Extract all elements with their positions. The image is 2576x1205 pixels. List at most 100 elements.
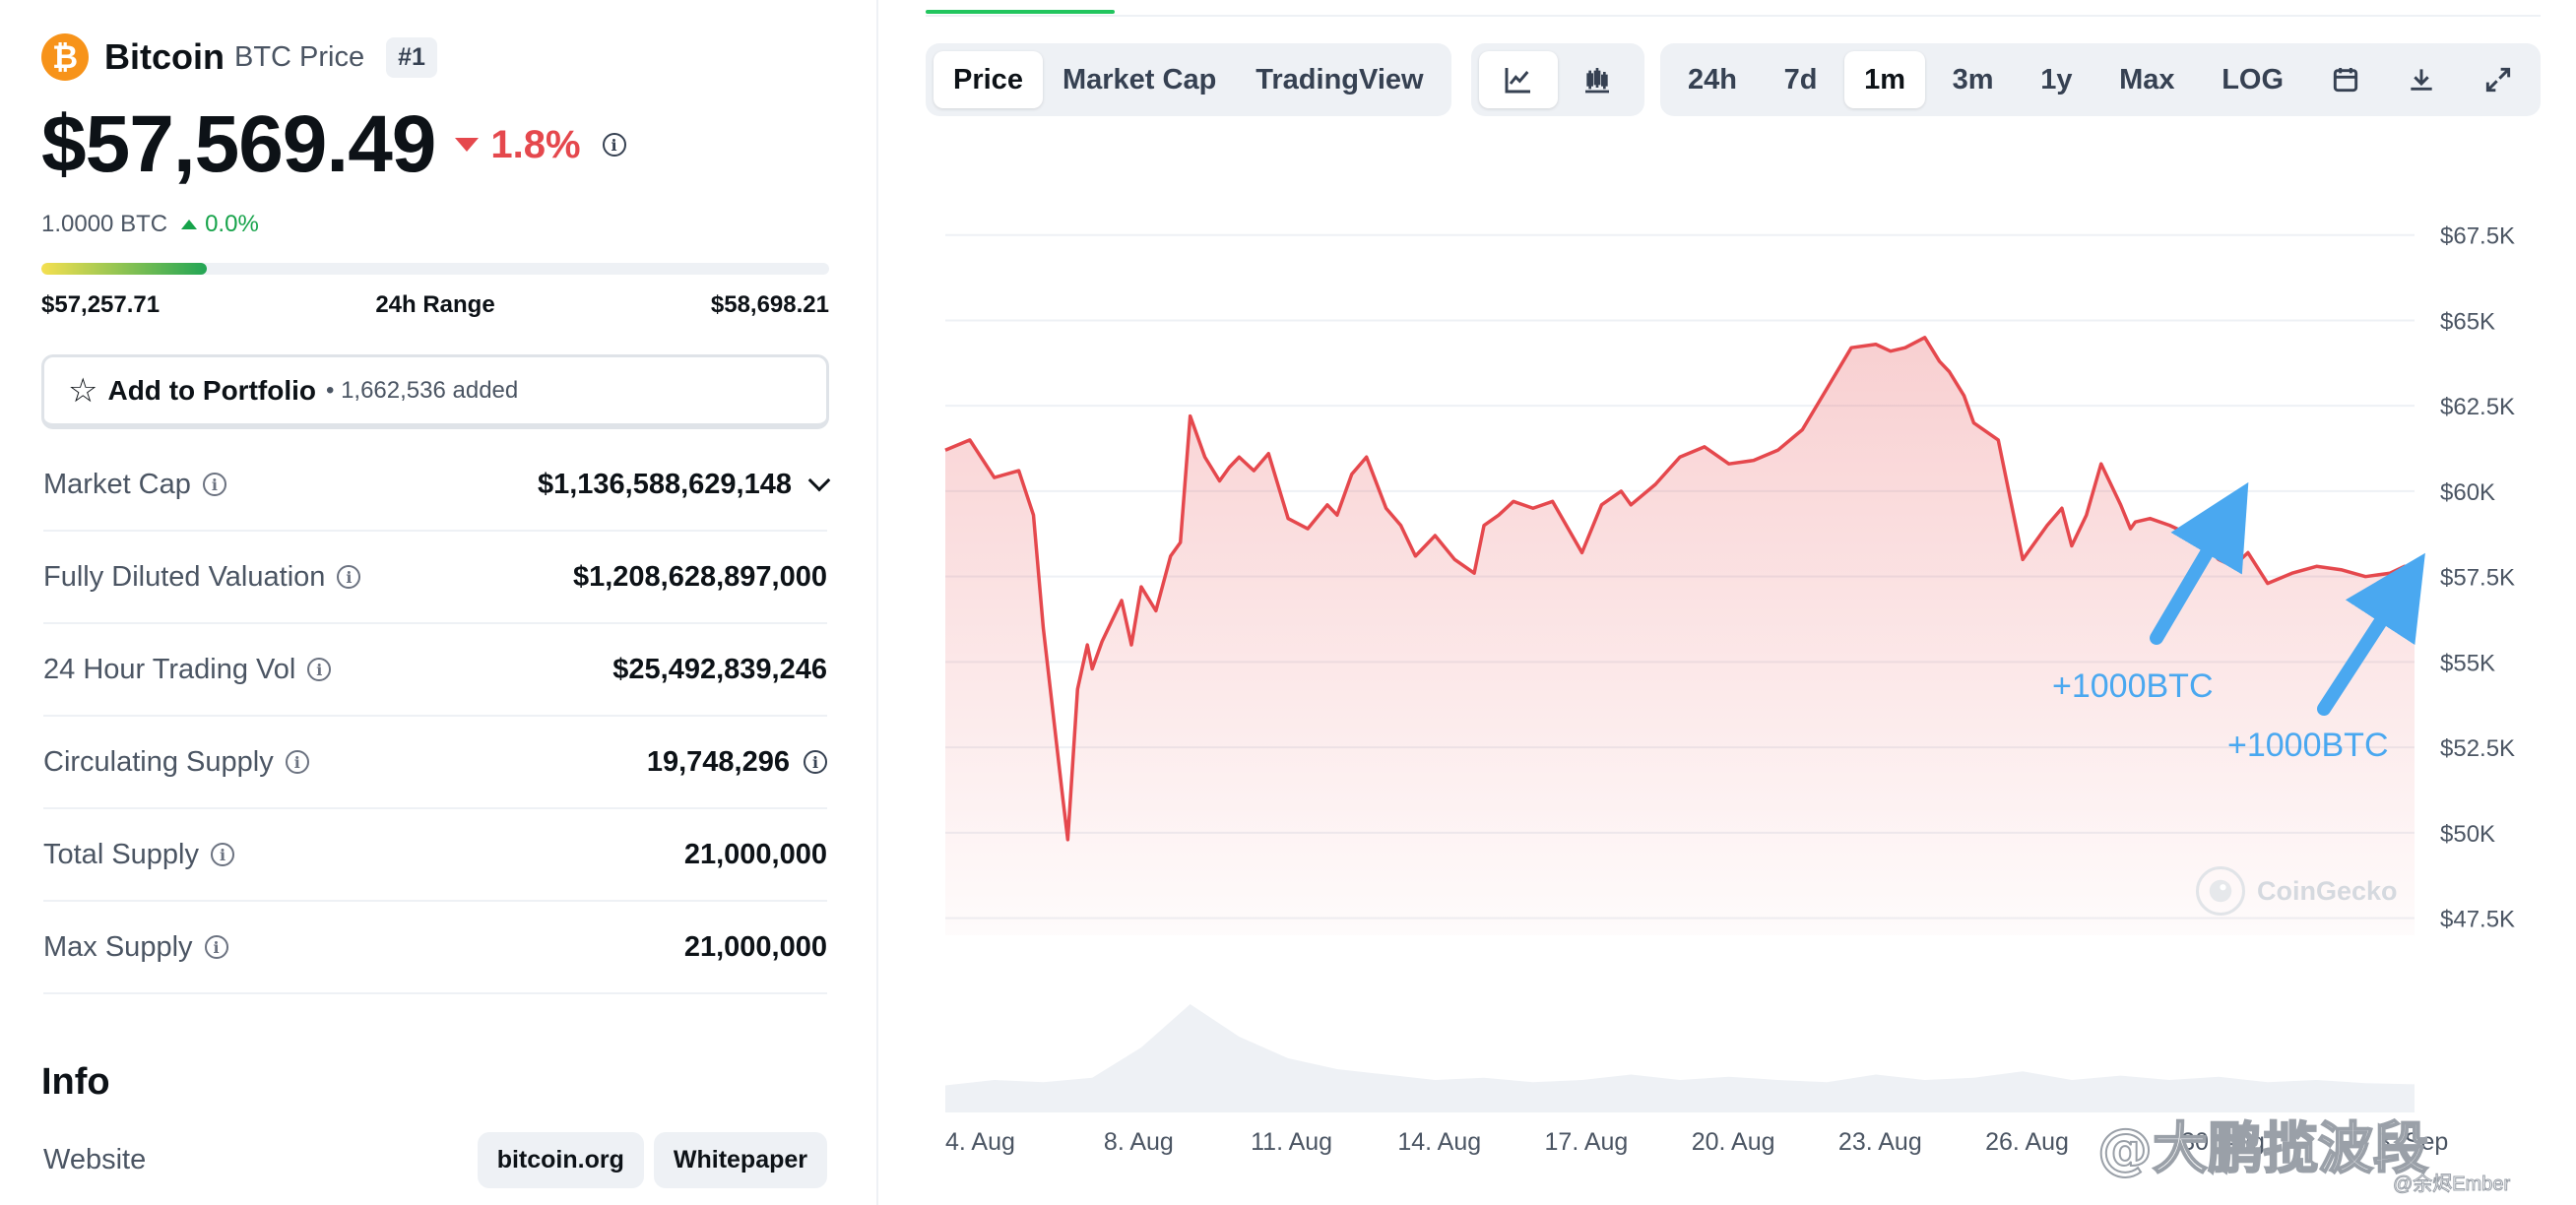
- up-arrow-icon: [181, 220, 198, 229]
- info-icon[interactable]: i: [211, 843, 234, 866]
- stat-label-text: Max Supply: [43, 930, 193, 963]
- stat-value: 21,000,000: [684, 931, 827, 964]
- range-24h[interactable]: 24h: [1688, 63, 1737, 95]
- y-tick-label: $50K: [2440, 821, 2495, 848]
- btc-ratio-change: 0.0%: [181, 211, 259, 238]
- btc-ratio-change-value: 0.0%: [205, 211, 259, 237]
- tab-price[interactable]: Price: [934, 51, 1043, 108]
- stat-label: Circulating Supply i: [43, 746, 309, 779]
- stat-value: 21,000,000: [684, 839, 827, 871]
- stat-row-circulating-supply: Circulating Supply i 19,748,296 i: [43, 717, 827, 809]
- range-max[interactable]: Max: [2119, 63, 2175, 95]
- x-tick-label: 11. Aug: [1251, 1128, 1332, 1156]
- stat-value: 19,748,296 i: [647, 746, 827, 779]
- social-watermark: @大鹏揽波段: [2096, 1116, 2429, 1182]
- y-tick-label: $47.5K: [2440, 907, 2515, 933]
- stat-label-text: Total Supply: [43, 838, 199, 870]
- stat-row-max-supply: Max Supply i 21,000,000: [43, 902, 827, 994]
- bitcoin-logo-icon: ₿: [41, 33, 89, 81]
- price-change: 1.8%: [455, 122, 581, 167]
- log-scale-toggle[interactable]: LOG: [2222, 63, 2285, 95]
- chart-metric-tabs: Price Market Cap TradingView: [926, 43, 1451, 116]
- x-tick-label: 26. Aug: [1985, 1128, 2069, 1156]
- time-range-selector: 24h 7d 1m 3m 1y Max LOG: [1660, 43, 2541, 116]
- watermark-text: CoinGecko: [2257, 875, 2398, 906]
- tab-market-cap[interactable]: Market Cap: [1062, 63, 1217, 95]
- expand-icon[interactable]: [2464, 51, 2533, 108]
- info-icon[interactable]: i: [337, 565, 361, 589]
- stat-label-text: 24 Hour Trading Vol: [43, 653, 296, 685]
- portfolio-count: • 1,662,536 added: [326, 376, 519, 404]
- panel-divider: [876, 0, 878, 1205]
- range-24h-labels: $57,257.71 24h Range $58,698.21: [41, 291, 829, 319]
- coin-header: ₿ Bitcoin BTC Price #1: [41, 32, 437, 83]
- y-tick-label: $57.5K: [2440, 565, 2515, 592]
- info-icon[interactable]: i: [307, 658, 332, 681]
- y-tick-label: $67.5K: [2440, 223, 2515, 250]
- stat-row-total-supply: Total Supply i 21,000,000: [43, 809, 827, 902]
- x-tick-label: 14. Aug: [1397, 1128, 1481, 1156]
- x-tick-label: 20. Aug: [1692, 1128, 1775, 1156]
- coingecko-watermark: CoinGecko: [2196, 866, 2398, 916]
- annotation-arrow: [2317, 552, 2425, 716]
- stat-value: $25,492,839,246: [612, 654, 827, 686]
- stat-label: 24 Hour Trading Vol i: [43, 653, 332, 686]
- x-tick-label: 3. Sep: [2377, 1128, 2448, 1156]
- x-tick-label: 23. Aug: [1838, 1128, 1922, 1156]
- line-chart-icon[interactable]: [1479, 51, 1558, 108]
- star-icon: ☆: [68, 371, 98, 410]
- price-line[interactable]: [944, 336, 2416, 842]
- candlestick-icon[interactable]: [1558, 51, 1637, 108]
- coin-symbol-label: BTC Price: [234, 40, 365, 73]
- stat-value-text: 19,748,296: [646, 745, 790, 778]
- x-tick-label: 30. Aug: [2181, 1128, 2265, 1156]
- range-7d[interactable]: 7d: [1783, 63, 1818, 95]
- stat-value[interactable]: $1,136,588,629,148: [537, 468, 831, 501]
- stat-label: Market Cap i: [43, 469, 226, 501]
- stat-label-text: Circulating Supply: [43, 745, 274, 778]
- website-label: Website: [43, 1144, 147, 1175]
- stat-row-market-cap: Market Cap i $1,136,588,629,148: [43, 439, 831, 532]
- info-heading: Info: [41, 1061, 110, 1103]
- y-tick-label: $52.5K: [2440, 735, 2515, 762]
- x-tick-label: 8. Aug: [1104, 1128, 1174, 1156]
- stat-row-fdv: Fully Diluted Valuation i $1,208,628,897,…: [43, 532, 827, 624]
- range-label: 24h Range: [375, 291, 495, 318]
- stat-label-text: Market Cap: [43, 468, 191, 500]
- website-link-bitcoin-org[interactable]: bitcoin.org: [477, 1132, 644, 1188]
- rank-badge: #1: [386, 36, 437, 78]
- chart-type-toggle: [1471, 43, 1644, 116]
- range-high: $58,698.21: [710, 291, 829, 318]
- info-icon[interactable]: i: [285, 750, 309, 774]
- stat-value-text: $25,492,839,246: [612, 653, 827, 685]
- active-tab-underline: [926, 10, 1115, 14]
- info-icon[interactable]: i: [202, 473, 226, 496]
- price-change-value: 1.8%: [490, 122, 581, 166]
- calendar-icon[interactable]: [2311, 51, 2380, 108]
- stat-value-text: 21,000,000: [683, 930, 827, 963]
- info-icon[interactable]: i: [602, 133, 626, 157]
- range-1y[interactable]: 1y: [2040, 63, 2073, 95]
- info-icon[interactable]: i: [804, 750, 827, 774]
- y-tick-label: $65K: [2440, 308, 2495, 335]
- price-row: $57,569.49 1.8% i: [41, 98, 626, 191]
- info-icon[interactable]: i: [204, 935, 228, 959]
- range-3m[interactable]: 3m: [1952, 63, 1994, 95]
- add-to-portfolio-button[interactable]: ☆ Add to Portfolio • 1,662,536 added: [41, 354, 829, 429]
- annotation-label: +1000BTC: [2227, 727, 2389, 764]
- website-links: bitcoin.org Whitepaper: [477, 1132, 827, 1188]
- stat-value-text: $1,136,588,629,148: [537, 468, 792, 500]
- range-1m[interactable]: 1m: [1844, 51, 1926, 108]
- down-arrow-icon: [455, 138, 480, 152]
- stat-value-text: $1,208,628,897,000: [572, 560, 827, 593]
- download-icon[interactable]: [2387, 51, 2456, 108]
- whitepaper-link[interactable]: Whitepaper: [653, 1132, 827, 1188]
- coin-overview-panel: ₿ Bitcoin BTC Price #1 $57,569.49 1.8% i…: [0, 0, 876, 1205]
- stat-row-volume: 24 Hour Trading Vol i $25,492,839,246: [43, 624, 827, 717]
- gecko-logo-icon: [2196, 866, 2245, 916]
- stat-label-text: Fully Diluted Valuation: [43, 560, 326, 593]
- tab-tradingview[interactable]: TradingView: [1256, 63, 1424, 95]
- website-row: Website bitcoin.org Whitepaper: [43, 1132, 827, 1188]
- price-area: [945, 337, 2415, 935]
